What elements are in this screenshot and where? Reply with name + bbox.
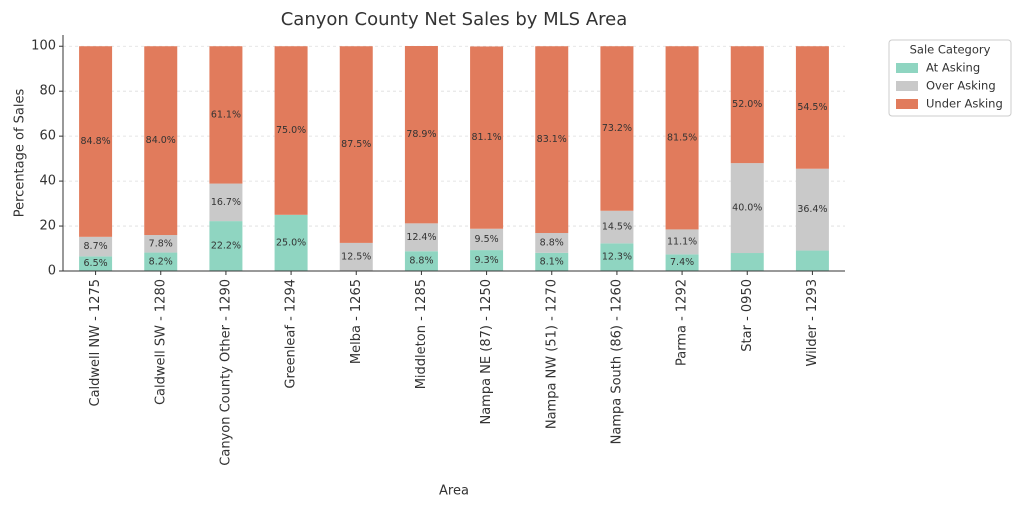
value-label: 8.8% [409, 256, 433, 267]
value-label: 11.1% [667, 236, 697, 247]
legend-swatch [896, 99, 918, 109]
bar-segment [404, 46, 438, 224]
value-label: 81.1% [471, 132, 501, 143]
x-tick-label: Caldwell SW - 1280 [153, 279, 168, 405]
value-label: 25.0% [276, 237, 306, 248]
bar-segment [144, 235, 178, 253]
bar-segment [209, 221, 243, 271]
bar-segment [470, 46, 504, 229]
value-label: 9.3% [475, 255, 499, 266]
x-tick-label: Melba - 1265 [349, 279, 364, 364]
bar-segment [274, 46, 308, 215]
bar-segment [730, 46, 764, 164]
bar-segment [274, 214, 308, 271]
value-label: 12.3% [602, 252, 632, 263]
legend-label: At Asking [926, 61, 980, 75]
bar-segment [600, 210, 634, 244]
x-axis-label: Area [439, 484, 469, 499]
y-tick-label: 40 [39, 174, 56, 189]
legend: Sale Category At Asking Over Asking Under … [888, 39, 1012, 117]
legend-label: Over Asking [926, 79, 996, 93]
legend-swatch [896, 81, 918, 91]
value-label: 73.2% [602, 123, 632, 134]
value-label: 54.5% [797, 102, 827, 113]
x-tick-label: Nampa NE (87) - 1250 [479, 279, 494, 425]
value-label: 75.0% [276, 125, 306, 136]
y-axis-label: Percentage of Sales [13, 89, 28, 218]
bar-segment [600, 46, 634, 211]
bar-segment [79, 236, 113, 257]
value-label: 8.7% [84, 241, 108, 252]
bar-segment [144, 46, 178, 236]
x-tick-label: Canyon County Other - 1290 [218, 279, 233, 466]
bar-segment [795, 168, 829, 251]
y-tick-label: 100 [31, 39, 56, 54]
value-label: 61.1% [211, 109, 241, 120]
value-label: 84.8% [80, 136, 110, 147]
bar-segment [730, 163, 764, 254]
bar-segment [470, 228, 504, 251]
x-tick-label: Star - 0950 [740, 279, 755, 352]
bar-segment [79, 46, 113, 237]
bar-segment [665, 46, 699, 230]
bar-segment [209, 46, 243, 184]
value-label: 12.5% [341, 251, 371, 262]
chart-title: Canyon County Net Sales by MLS Area [281, 9, 628, 30]
value-label: 83.1% [537, 134, 567, 145]
bar-segment [535, 233, 569, 253]
y-tick-label: 20 [39, 219, 56, 234]
bar-segment [795, 46, 829, 169]
value-label: 78.9% [406, 129, 436, 140]
bar-segment [144, 252, 178, 271]
legend-box [888, 39, 1012, 117]
value-label: 84.0% [146, 135, 176, 146]
value-label: 7.8% [149, 238, 173, 249]
value-label: 81.5% [667, 132, 697, 143]
value-label: 36.4% [797, 204, 827, 215]
value-label: 6.5% [84, 258, 108, 269]
x-tick-label: Middleton - 1285 [414, 279, 429, 389]
bar-segment [665, 229, 699, 255]
value-label: 8.8% [540, 237, 564, 248]
bar-segment [209, 183, 243, 222]
x-tick-label: Nampa South (86) - 1260 [609, 279, 624, 444]
y-tick-label: 0 [48, 264, 56, 279]
bar-segment [339, 46, 373, 243]
bar-segment [795, 250, 829, 271]
y-tick-label: 60 [39, 129, 56, 144]
bar-segment [535, 252, 569, 271]
x-tick-label: Greenleaf - 1294 [284, 279, 299, 389]
bar-segment [470, 250, 504, 271]
x-tick-label: Wilder - 1293 [805, 279, 820, 366]
x-tick-label: Caldwell NW - 1275 [88, 279, 103, 407]
bar-segment [730, 253, 764, 271]
bar-segment [339, 242, 373, 271]
bar-segment [404, 223, 438, 252]
x-tick-label: Parma - 1292 [675, 279, 690, 366]
legend-title: Sale Category [910, 43, 991, 57]
value-label: 22.2% [211, 241, 241, 252]
value-label: 8.1% [540, 256, 564, 267]
bar-segment [404, 251, 438, 271]
value-label: 16.7% [211, 197, 241, 208]
value-label: 87.5% [341, 139, 371, 150]
value-label: 9.5% [475, 234, 499, 245]
y-tick-label: 80 [39, 84, 56, 99]
legend-label: Under Asking [926, 97, 1003, 111]
value-label: 52.0% [732, 99, 762, 110]
legend-swatch [896, 63, 918, 73]
bar-segment [600, 243, 634, 271]
bar-segment [79, 256, 113, 271]
bar-segment [535, 46, 569, 234]
value-label: 12.4% [406, 232, 436, 243]
value-label: 8.2% [149, 256, 173, 267]
value-label: 7.4% [670, 257, 694, 268]
value-label: 14.5% [602, 222, 632, 233]
x-tick-label: Nampa NW (51) - 1270 [544, 279, 559, 429]
bar-segment [665, 254, 699, 271]
value-label: 40.0% [732, 203, 762, 214]
